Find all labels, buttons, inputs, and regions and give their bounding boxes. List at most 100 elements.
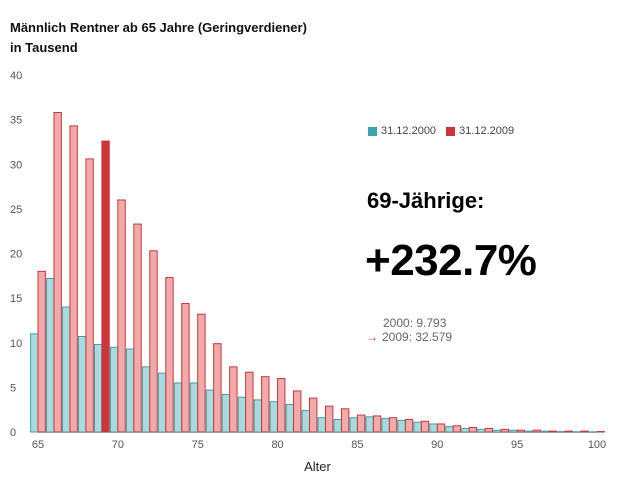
bar-2000 (477, 428, 486, 433)
bar-2000 (461, 427, 470, 433)
bar-2009 (532, 429, 541, 433)
bar-2009 (149, 250, 158, 433)
bar-2009 (213, 343, 222, 433)
annotation-heading: 69-Jährige: (367, 188, 485, 213)
bar-2009 (388, 417, 398, 433)
bar-2009 (245, 371, 254, 433)
bar-2009-highlight (101, 140, 110, 433)
bar-2000 (269, 401, 279, 433)
bar-2000 (285, 403, 295, 433)
chart-title: Männlich Rentner ab 65 Jahre (Geringverd… (10, 18, 307, 58)
y-tick-label: 30 (10, 159, 22, 171)
x-tick-label: 75 (192, 439, 204, 451)
legend-swatch-2000 (368, 126, 377, 136)
bar-2000 (381, 418, 390, 433)
bar-2000 (349, 417, 358, 433)
bar-2000 (397, 419, 406, 433)
bar-2009 (197, 313, 206, 433)
arrow-right-icon: → (366, 330, 378, 344)
x-tick-label: 65 (32, 439, 44, 451)
bar-2009 (484, 427, 494, 433)
bar-2000 (173, 382, 183, 433)
bar-2000 (141, 366, 151, 433)
bar-2000 (301, 410, 311, 433)
bar-2009 (516, 429, 526, 433)
chart-legend: 31.12.2000 31.12.2009 (368, 125, 514, 137)
bar-2009 (69, 125, 78, 433)
legend-item-2000: 31.12.2000 (368, 125, 436, 137)
bar-2009 (436, 423, 446, 433)
y-tick-label: 20 (10, 249, 22, 261)
chart-title-line2: in Tausend (10, 40, 78, 55)
bar-2009 (548, 430, 557, 433)
bar-2009 (133, 223, 142, 433)
y-tick-label: 10 (10, 338, 22, 350)
bar-2009 (85, 158, 94, 433)
y-tick-label: 0 (10, 427, 16, 439)
bar-2009 (404, 419, 414, 433)
bar-2009 (293, 390, 302, 433)
bar-2000 (157, 372, 167, 433)
legend-label-2009: 31.12.2009 (459, 125, 515, 137)
bar-2009 (165, 277, 174, 433)
chart-title-line1: Männlich Rentner ab 65 Jahre (Geringverd… (10, 20, 307, 35)
bar-2009 (277, 377, 286, 433)
bar-2009 (53, 111, 62, 433)
bar-2000 (333, 419, 342, 433)
bar-2000 (509, 429, 518, 433)
legend-label-2000: 31.12.2000 (381, 125, 437, 137)
bar-2009 (117, 199, 126, 433)
y-tick-label: 5 (10, 382, 16, 394)
y-tick-label: 25 (10, 204, 22, 216)
bar-2009 (468, 427, 478, 433)
bar-2009 (452, 425, 462, 433)
bar-2009 (580, 430, 589, 433)
bar-2009 (500, 428, 510, 433)
annotation-value-2009-text: 2009: 32.579 (382, 330, 453, 344)
bar-2000 (46, 277, 55, 433)
bar-2009 (564, 430, 573, 433)
bar-2000 (445, 426, 454, 433)
legend-swatch-2009 (446, 126, 456, 136)
bar-2009 (340, 408, 350, 433)
x-tick-label: 80 (271, 439, 283, 451)
x-tick-label: 70 (112, 439, 124, 451)
legend-item-2009: 31.12.2009 (446, 125, 514, 137)
bar-2000 (253, 399, 263, 433)
bar-2000 (493, 429, 502, 433)
bar-2000 (78, 336, 87, 433)
y-tick-label: 15 (10, 293, 22, 305)
bar-2009 (229, 366, 238, 433)
x-axis-title: Alter (304, 459, 331, 474)
bar-2009 (37, 270, 46, 433)
bar-2000 (62, 306, 71, 433)
annotation-value-2000: 2000: 9.793 (383, 316, 447, 330)
bar-2009 (324, 405, 334, 433)
annotation-percent: +232.7% (365, 236, 537, 285)
bar-2009 (261, 376, 270, 433)
annotation-value-2009: → 2009: 32.579 (366, 330, 452, 344)
bar-2009 (309, 397, 318, 433)
bar-2009 (181, 302, 190, 433)
bar-2009 (420, 420, 430, 433)
bar-2000 (237, 396, 247, 433)
bar-2000 (109, 346, 119, 433)
bar-2000 (317, 417, 326, 433)
bar-2000 (94, 344, 103, 433)
bar-2000 (429, 423, 438, 433)
x-tick-label: 95 (511, 439, 523, 451)
bar-2000 (125, 348, 135, 433)
bar-2000 (189, 382, 199, 433)
bar-2000 (541, 430, 550, 433)
x-tick-label: 85 (351, 439, 363, 451)
bar-2000 (30, 333, 39, 433)
bar-2000 (525, 430, 534, 433)
bar-2000 (205, 389, 215, 433)
bar-2000 (365, 416, 374, 433)
x-tick-label: 90 (431, 439, 443, 451)
bar-2000 (221, 394, 231, 433)
bar-2000 (413, 421, 422, 433)
y-tick-label: 35 (10, 115, 22, 127)
y-tick-label: 40 (10, 70, 22, 82)
